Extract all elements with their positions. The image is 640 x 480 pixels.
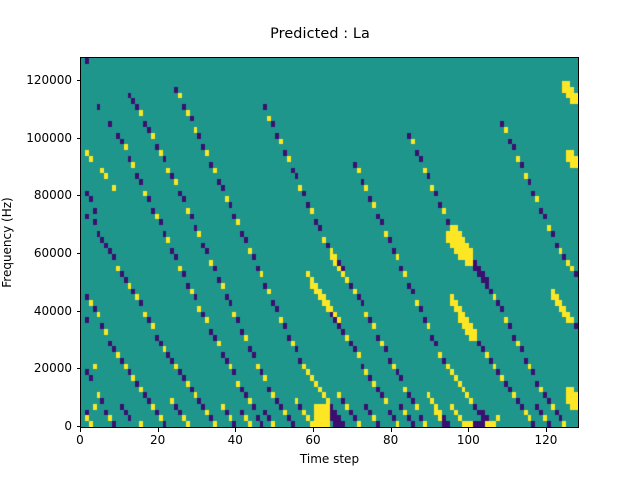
x-tick-mark (468, 428, 470, 432)
heatmap-axes (80, 57, 579, 428)
y-tick-mark (76, 310, 80, 312)
x-tick-label: 20 (150, 433, 166, 447)
spectrogram-heatmap (81, 58, 578, 427)
y-tick-label: 120000 (26, 73, 72, 88)
x-tick-label: 0 (76, 433, 84, 447)
x-tick-label: 40 (227, 433, 243, 447)
x-tick-label: 60 (305, 433, 321, 447)
y-tick-mark (76, 253, 80, 255)
y-tick-label: 60000 (33, 246, 72, 261)
x-tick-mark (312, 428, 314, 432)
y-tick-mark (76, 368, 80, 370)
x-tick-mark (157, 428, 159, 432)
y-axis-label: Frequency (Hz) (0, 197, 14, 288)
x-tick-label: 100 (456, 433, 480, 447)
x-tick-mark (235, 428, 237, 432)
y-tick-label: 0 (64, 419, 72, 433)
y-tick-mark (76, 80, 80, 82)
y-tick-label: 100000 (26, 130, 72, 145)
y-tick-mark (76, 426, 80, 427)
x-tick-label: 120 (534, 433, 558, 447)
y-tick-mark (76, 195, 80, 197)
y-tick-label: 80000 (33, 188, 72, 203)
y-tick-label: 40000 (33, 303, 72, 318)
x-axis-label: Time step (299, 452, 360, 466)
x-tick-mark (80, 428, 81, 432)
x-tick-mark (545, 428, 547, 432)
page-title: Predicted : La (270, 26, 370, 42)
y-tick-label: 20000 (33, 361, 72, 376)
y-tick-mark (76, 137, 80, 139)
x-tick-label: 80 (382, 433, 399, 447)
x-tick-mark (390, 428, 392, 432)
